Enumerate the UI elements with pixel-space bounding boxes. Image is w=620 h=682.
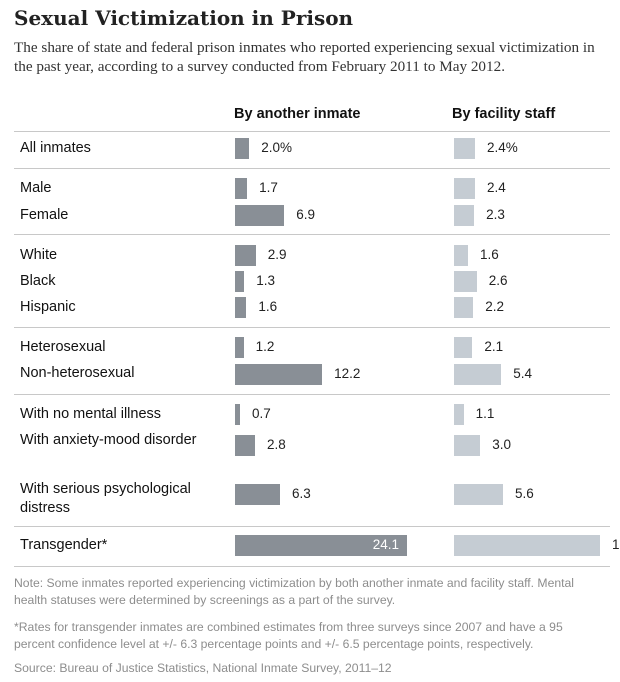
value-label-staff: 16.7: [612, 537, 620, 552]
row-label: Black: [20, 273, 56, 289]
value-label-inmate: 6.3: [291, 486, 311, 501]
bar-staff: [454, 177, 475, 199]
bar-inmate: [235, 363, 323, 385]
value-label-inmate: 2.9: [267, 247, 287, 262]
bar-inmate: [235, 204, 285, 226]
row-label: With no mental illness: [20, 406, 162, 422]
row-label: Non-heterosexual: [20, 365, 135, 381]
separator: [14, 394, 610, 395]
value-label-inmate: 6.9: [296, 207, 316, 222]
row-label: Transgender*: [20, 537, 108, 553]
chart-subtitle: The share of state and federal prison in…: [14, 39, 595, 75]
row-label: Heterosexual: [20, 339, 106, 355]
chart-title: Sexual Victimization in Prison: [14, 6, 354, 30]
value-label-inmate: 24.1: [372, 537, 399, 552]
bar-inmate: [235, 177, 248, 199]
value-label-staff: 2.6: [488, 273, 508, 288]
value-label-staff: 3.0: [492, 437, 511, 452]
bar-inmate: [235, 270, 245, 292]
separator: [14, 327, 610, 328]
row-label: With anxiety-mood disorder: [20, 432, 197, 448]
value-label-staff: 2.4%: [486, 140, 518, 155]
bar-staff: [454, 137, 475, 159]
bar-staff: [454, 434, 481, 456]
bar-staff: [454, 483, 503, 505]
value-label-staff: 2.2: [485, 299, 504, 314]
value-label-inmate: 2.0%: [261, 140, 293, 155]
bar-staff: [454, 244, 468, 266]
row-label: Male: [20, 180, 52, 196]
bar-staff: [454, 534, 600, 556]
value-label-inmate: 1.6: [258, 299, 278, 314]
column-header-staff: By facility staff: [452, 106, 556, 122]
bar-inmate: [235, 244, 256, 266]
row-label: All inmates: [20, 140, 91, 156]
column-header-inmate: By another inmate: [234, 106, 361, 122]
bar-inmate: [235, 534, 407, 556]
row-label: Hispanic: [20, 299, 76, 315]
row-label: White: [20, 247, 58, 263]
bar-staff: [454, 296, 474, 318]
value-label-staff: 2.4: [486, 180, 506, 195]
separator: [14, 234, 610, 235]
separator: [14, 168, 610, 169]
bar-inmate: [235, 296, 247, 318]
value-label-staff: 5.4: [513, 366, 532, 381]
value-label-staff: 5.6: [514, 486, 534, 501]
bar-inmate: [235, 434, 255, 456]
value-label-inmate: 2.8: [266, 437, 286, 452]
bar-staff: [454, 363, 502, 385]
bar-inmate: [235, 483, 280, 505]
value-label-inmate: 1.3: [256, 273, 276, 288]
separator: [14, 526, 610, 527]
value-label-inmate: 1.7: [259, 180, 278, 195]
value-label-inmate: 12.2: [334, 366, 361, 381]
chart-note: Note: Some inmates reported experiencing…: [14, 576, 575, 607]
value-label-inmate: 1.2: [255, 339, 275, 354]
chart-source: Source: Bureau of Justice Statistics, Na…: [14, 661, 392, 675]
value-label-staff: 2.1: [484, 339, 504, 354]
bar-inmate: [235, 403, 240, 425]
value-label-staff: 1.1: [475, 406, 495, 421]
value-label-staff: 2.3: [486, 207, 505, 222]
bar-staff: [454, 270, 477, 292]
separator: [14, 566, 610, 567]
bar-staff: [454, 204, 475, 226]
bar-inmate: [235, 137, 250, 159]
value-label-staff: 1.6: [479, 247, 499, 262]
row-label: Female: [20, 207, 69, 223]
value-label-inmate: 0.7: [252, 406, 271, 421]
row-label: With serious psychological distress: [20, 481, 191, 516]
bar-inmate: [235, 336, 244, 358]
separator: [14, 131, 610, 132]
bar-staff: [454, 336, 473, 358]
chart-footnote: *Rates for transgender inmates are combi…: [14, 620, 563, 651]
bar-staff: [454, 403, 464, 425]
